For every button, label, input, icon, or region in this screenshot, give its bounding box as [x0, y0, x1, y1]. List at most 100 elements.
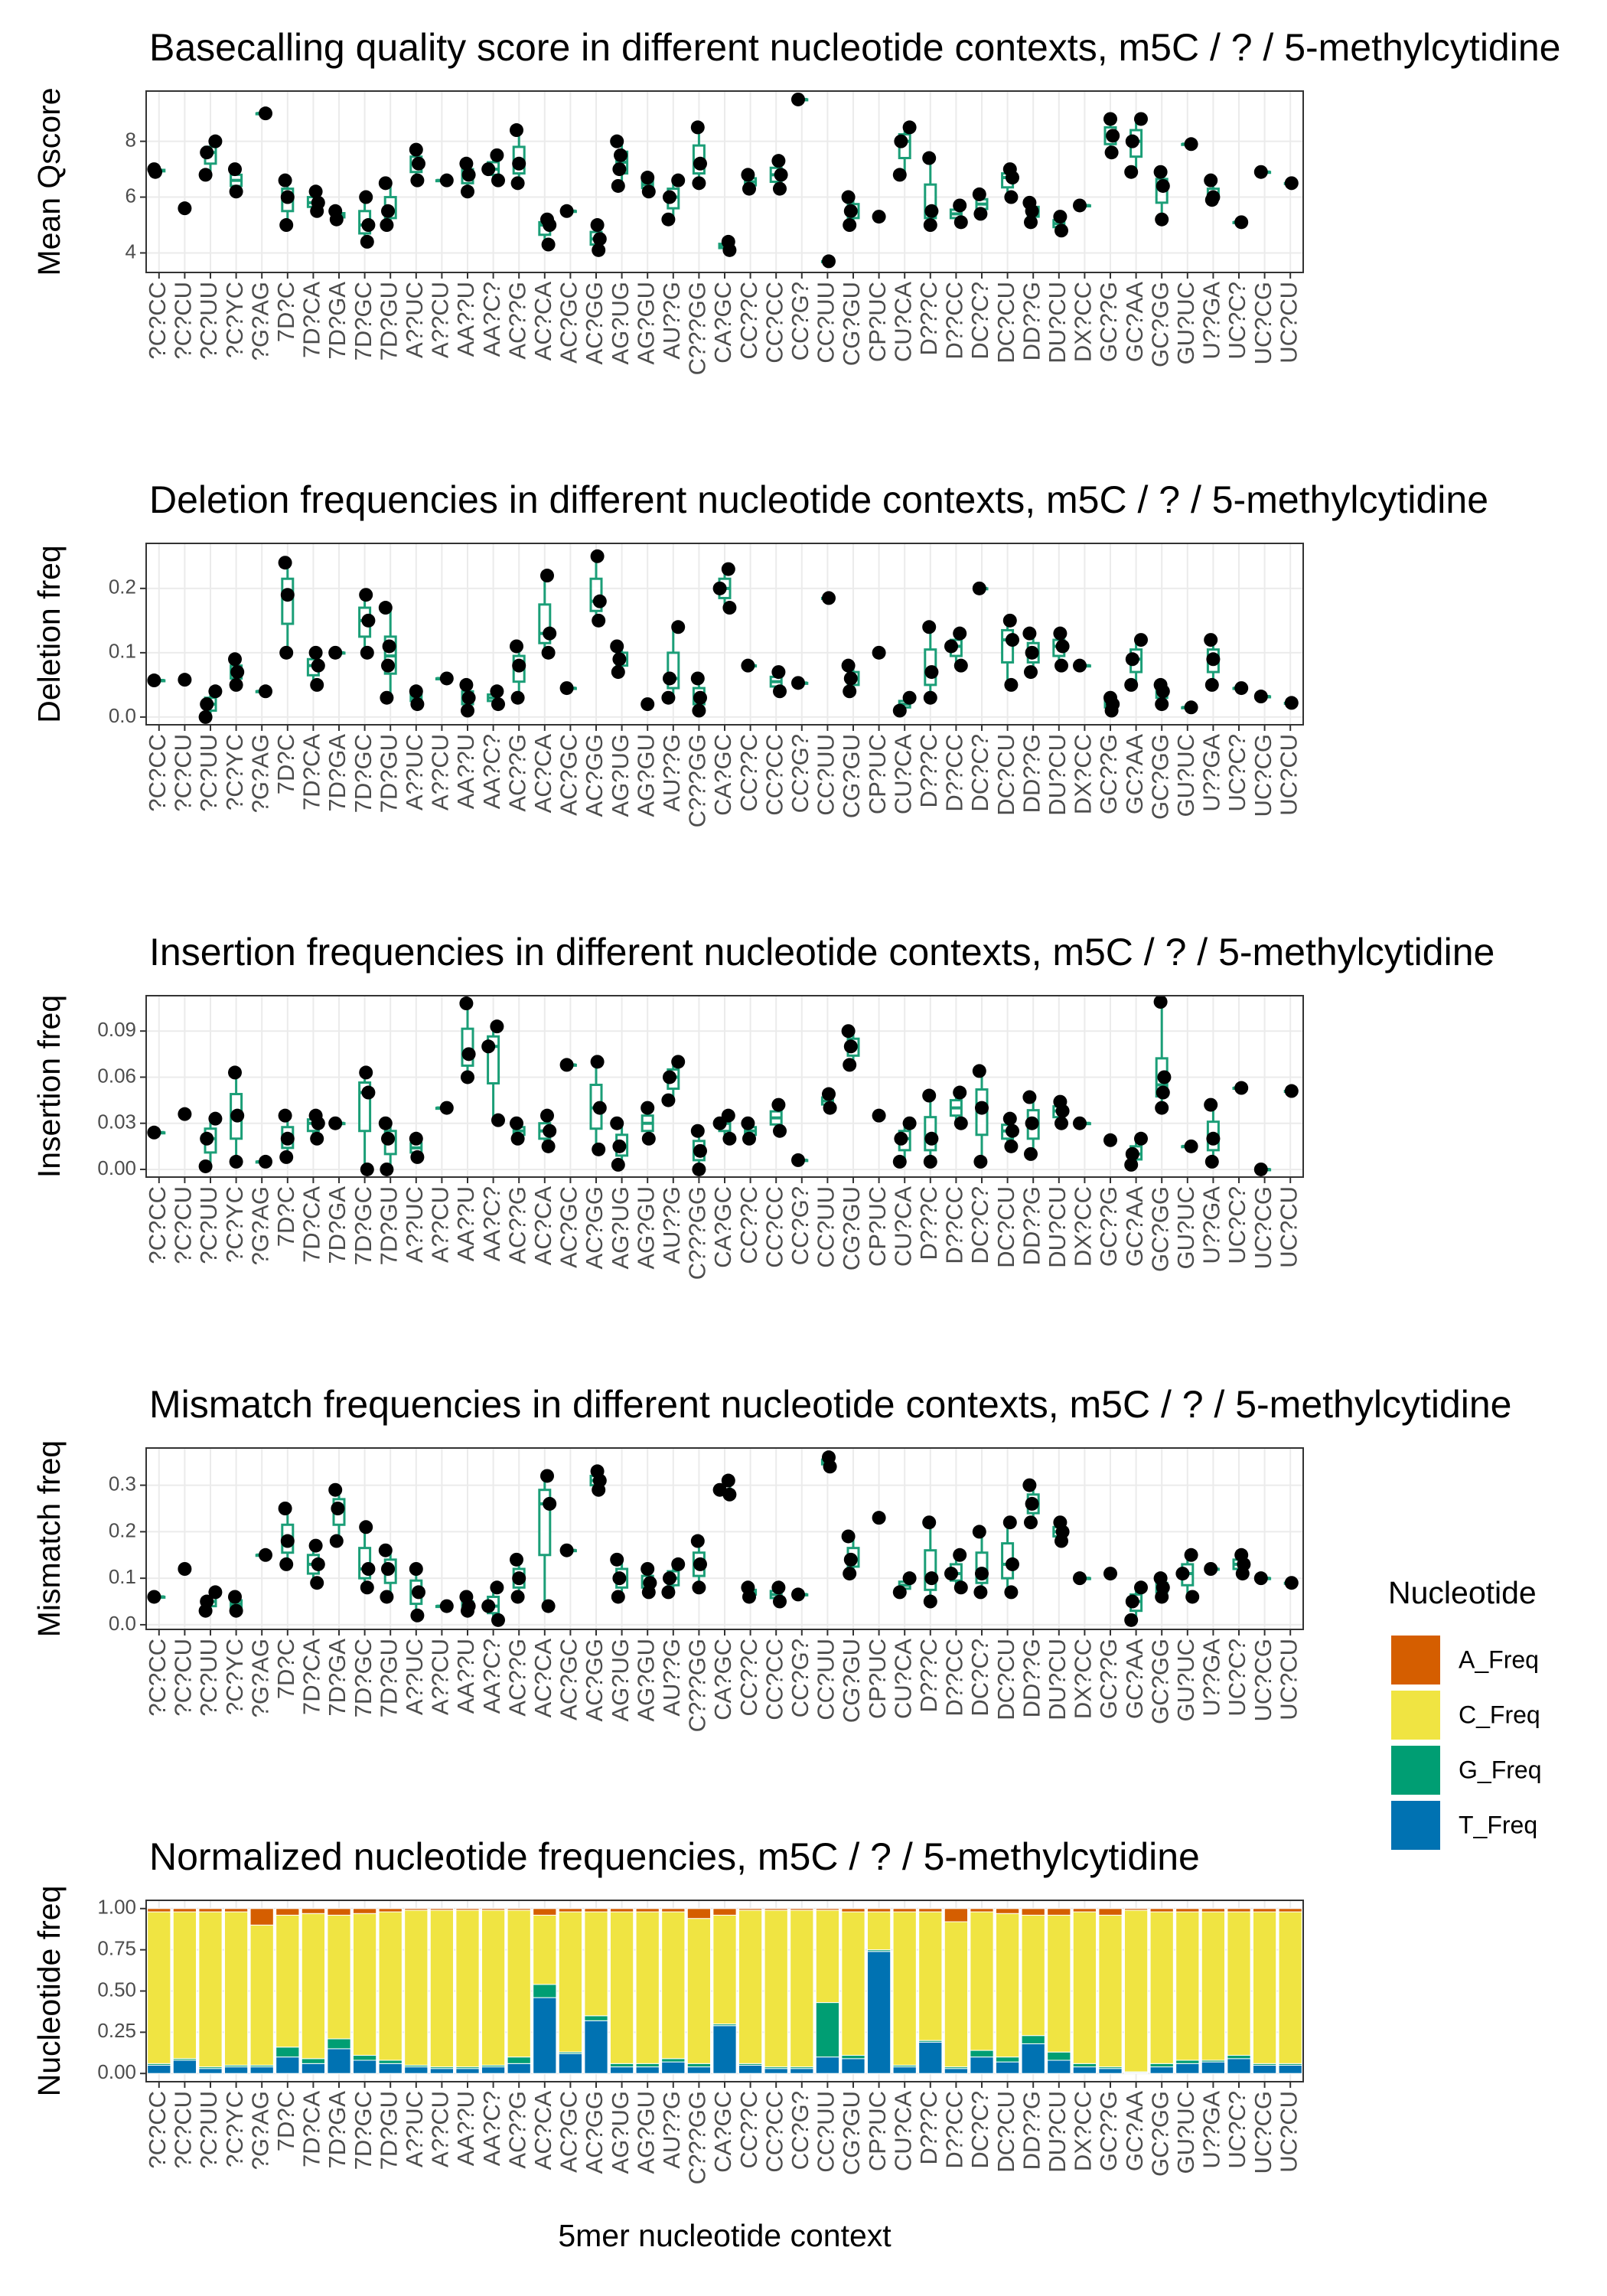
- x-tick-label: ?G?AG: [246, 1186, 273, 1265]
- point: [953, 1116, 968, 1130]
- point: [543, 626, 557, 641]
- point: [1025, 204, 1039, 218]
- point: [228, 1065, 242, 1080]
- point: [311, 195, 325, 210]
- point: [329, 212, 344, 227]
- x-tick-label: 7D?GA: [324, 282, 350, 360]
- x-tick-label: C???GG: [684, 1639, 711, 1732]
- bar-segment: [147, 2064, 171, 2074]
- point: [741, 658, 755, 673]
- point: [973, 207, 988, 221]
- x-tick-label: C???GG: [684, 282, 711, 375]
- point: [773, 1594, 787, 1609]
- bar-segment: [1072, 2063, 1097, 2068]
- point: [490, 1580, 504, 1595]
- point: [843, 684, 857, 699]
- point: [439, 173, 454, 188]
- point: [280, 1131, 295, 1146]
- point: [953, 658, 968, 673]
- point: [381, 658, 395, 673]
- x-tick-label: 7D?GU: [375, 282, 402, 360]
- point: [510, 639, 523, 654]
- point: [953, 626, 967, 641]
- bar-segment: [172, 1908, 197, 1913]
- point: [259, 1548, 272, 1562]
- point: [1002, 1515, 1017, 1530]
- bar-segment: [275, 2056, 300, 2074]
- x-tick-label: C???GG: [684, 2091, 711, 2184]
- x-tick-label: CA?GC: [709, 734, 736, 816]
- point: [147, 673, 161, 688]
- bar-segment: [533, 1908, 557, 1916]
- x-tick-label: ?G?AG: [246, 282, 273, 360]
- bar-segment: [1227, 1911, 1251, 2056]
- point: [843, 1552, 858, 1567]
- bar-segment: [841, 2055, 865, 2060]
- x-tick-label: DX?CC: [1070, 282, 1097, 362]
- x-tick-label: D??CC: [941, 2091, 968, 2169]
- x-tick-label: CU?CA: [889, 734, 916, 814]
- point: [712, 1482, 727, 1497]
- point: [641, 1101, 655, 1115]
- bar-segment: [1227, 2055, 1251, 2060]
- point: [147, 1590, 161, 1604]
- x-tick-label: ?G?AG: [246, 734, 273, 813]
- point: [512, 156, 526, 171]
- point: [590, 549, 605, 563]
- x-tick-label: D??CC: [941, 1186, 968, 1264]
- legend-key: [1391, 1746, 1440, 1795]
- point: [693, 1557, 707, 1571]
- bar-segment: [301, 2058, 326, 2064]
- point: [510, 690, 525, 705]
- x-axis-label: 5mer nucleotide context: [558, 2218, 892, 2253]
- x-tick-label: D???C: [915, 734, 942, 808]
- bar-segment: [1021, 1914, 1045, 2037]
- y-axis-label: Mean Qscore: [31, 87, 67, 276]
- y-tick-label: 0.0: [109, 704, 136, 727]
- point: [1184, 1139, 1198, 1153]
- y-tick-label: 0.1: [109, 1565, 136, 1588]
- x-tick-label: D??CC: [941, 282, 968, 360]
- point: [972, 1064, 986, 1078]
- point: [693, 156, 707, 171]
- point: [671, 1055, 686, 1069]
- x-tick-label: 7D?GC: [350, 282, 376, 360]
- bar-segment: [584, 2015, 608, 2021]
- point: [361, 1562, 376, 1576]
- point: [208, 1585, 223, 1600]
- x-tick-label: CC??C: [735, 2091, 762, 2169]
- bar-segment: [918, 1911, 943, 2041]
- point: [381, 1131, 395, 1146]
- point: [1002, 613, 1017, 628]
- point: [510, 1590, 525, 1604]
- bar-segment: [533, 1997, 557, 2074]
- point: [1234, 1081, 1249, 1095]
- bar-segment: [584, 2020, 608, 2074]
- bar-segment: [1175, 1911, 1200, 2061]
- point: [1134, 112, 1148, 126]
- bar-segment: [635, 1908, 660, 1913]
- x-tick-label: DC?CU: [993, 1186, 1019, 1268]
- x-tick-label: AC?GC: [556, 1639, 582, 1720]
- point: [200, 145, 214, 160]
- point: [540, 569, 554, 583]
- x-tick-label: AA?C?: [478, 1639, 505, 1714]
- bar-segment: [995, 2061, 1020, 2074]
- x-tick-label: AC?GC: [556, 282, 582, 364]
- point: [1006, 171, 1019, 185]
- point: [559, 1543, 574, 1557]
- point: [1204, 1562, 1218, 1576]
- y-tick-label: 8: [125, 129, 136, 152]
- x-tick-label: GC?GG: [1146, 1186, 1173, 1272]
- point: [641, 697, 655, 712]
- bar-segment: [1072, 2066, 1097, 2074]
- point: [380, 1162, 394, 1176]
- point: [791, 1587, 805, 1602]
- point: [308, 184, 323, 199]
- x-tick-label: CC?UU: [813, 1186, 839, 1268]
- point: [1025, 1116, 1039, 1130]
- point: [1124, 165, 1139, 179]
- x-tick-label: AG?UG: [607, 734, 634, 817]
- bar-segment: [1047, 1914, 1071, 2053]
- bar-segment: [970, 2056, 994, 2074]
